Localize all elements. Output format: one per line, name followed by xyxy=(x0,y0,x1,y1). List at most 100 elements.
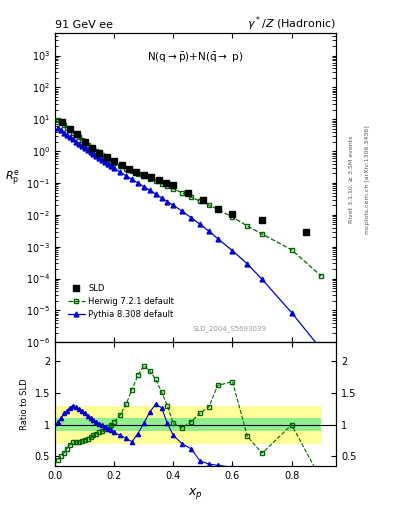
Herwig 7.2.1 default xyxy=(97,151,102,157)
Herwig 7.2.1 default xyxy=(70,130,75,136)
Herwig 7.2.1 default xyxy=(245,223,250,229)
Pythia 8.308 default xyxy=(91,151,96,157)
Herwig 7.2.1 default xyxy=(136,171,140,177)
Herwig 7.2.1 default xyxy=(100,152,105,158)
Pythia 8.308 default xyxy=(100,157,105,163)
Pythia 8.308 default xyxy=(215,236,220,242)
Herwig 7.2.1 default xyxy=(141,174,146,180)
SLD xyxy=(82,138,87,144)
SLD xyxy=(134,169,139,175)
SLD xyxy=(141,172,146,178)
Pythia 8.308 default xyxy=(171,202,176,208)
Herwig 7.2.1 default xyxy=(319,273,323,279)
Pythia 8.308 default xyxy=(136,180,140,186)
Herwig 7.2.1 default xyxy=(56,117,61,123)
Pythia 8.308 default xyxy=(82,145,87,151)
Pythia 8.308 default xyxy=(64,132,69,138)
Pythia 8.308 default xyxy=(147,187,152,194)
Herwig 7.2.1 default xyxy=(189,194,193,200)
Herwig 7.2.1 default xyxy=(109,158,114,164)
Herwig 7.2.1 default xyxy=(82,139,87,145)
Herwig 7.2.1 default xyxy=(153,178,158,184)
Pythia 8.308 default xyxy=(165,199,170,205)
SLD xyxy=(215,206,220,212)
Herwig 7.2.1 default xyxy=(215,206,220,212)
Pythia 8.308 default xyxy=(112,165,117,172)
Y-axis label: $R_{\rm p}^{\rm e}$: $R_{\rm p}^{\rm e}$ xyxy=(5,168,20,188)
Pythia 8.308 default xyxy=(85,147,90,153)
Herwig 7.2.1 default xyxy=(260,231,264,237)
Pythia 8.308 default xyxy=(319,346,323,352)
Pythia 8.308 default xyxy=(62,130,66,136)
Text: SLD_2004_S5693039: SLD_2004_S5693039 xyxy=(192,325,266,332)
Text: $\gamma^*/Z$ (Hadronic): $\gamma^*/Z$ (Hadronic) xyxy=(247,15,336,33)
Pythia 8.308 default xyxy=(76,141,81,147)
Pythia 8.308 default xyxy=(94,153,99,159)
Herwig 7.2.1 default xyxy=(64,124,69,131)
Pythia 8.308 default xyxy=(88,149,93,155)
Herwig 7.2.1 default xyxy=(62,122,66,129)
Pythia 8.308 default xyxy=(124,173,129,179)
SLD xyxy=(171,182,176,188)
SLD xyxy=(200,197,205,203)
Pythia 8.308 default xyxy=(56,124,61,131)
Herwig 7.2.1 default xyxy=(91,146,96,152)
Line: Pythia 8.308 default: Pythia 8.308 default xyxy=(55,125,324,352)
Pythia 8.308 default xyxy=(153,191,158,197)
Pythia 8.308 default xyxy=(206,228,211,234)
Herwig 7.2.1 default xyxy=(106,156,110,162)
Line: Herwig 7.2.1 default: Herwig 7.2.1 default xyxy=(55,118,324,279)
Text: mcplots.cern.ch [arXiv:1306.3436]: mcplots.cern.ch [arXiv:1306.3436] xyxy=(365,125,370,233)
Herwig 7.2.1 default xyxy=(103,154,108,160)
Text: 91 GeV ee: 91 GeV ee xyxy=(55,20,113,30)
Herwig 7.2.1 default xyxy=(198,198,202,204)
Pythia 8.308 default xyxy=(260,276,264,282)
Pythia 8.308 default xyxy=(79,143,84,149)
Herwig 7.2.1 default xyxy=(73,132,78,138)
SLD xyxy=(68,126,72,132)
SLD xyxy=(230,210,235,217)
Herwig 7.2.1 default xyxy=(68,127,72,134)
Line: SLD: SLD xyxy=(60,119,309,234)
Pythia 8.308 default xyxy=(180,208,185,215)
Herwig 7.2.1 default xyxy=(118,163,123,169)
Herwig 7.2.1 default xyxy=(124,166,129,172)
Herwig 7.2.1 default xyxy=(289,247,294,253)
Pythia 8.308 default xyxy=(198,221,202,227)
Pythia 8.308 default xyxy=(289,310,294,316)
Pythia 8.308 default xyxy=(70,136,75,142)
SLD xyxy=(112,158,117,164)
Pythia 8.308 default xyxy=(118,169,123,175)
SLD xyxy=(119,161,124,167)
SLD xyxy=(186,189,191,196)
Herwig 7.2.1 default xyxy=(79,137,84,143)
SLD xyxy=(156,177,161,183)
Pythia 8.308 default xyxy=(130,176,134,182)
SLD xyxy=(97,150,102,156)
SLD xyxy=(75,131,79,137)
Herwig 7.2.1 default xyxy=(165,183,170,189)
SLD xyxy=(127,166,131,172)
Herwig 7.2.1 default xyxy=(112,160,117,166)
Herwig 7.2.1 default xyxy=(130,168,134,175)
SLD xyxy=(105,154,109,160)
Herwig 7.2.1 default xyxy=(171,186,176,192)
Pythia 8.308 default xyxy=(109,163,114,169)
Herwig 7.2.1 default xyxy=(94,148,99,154)
Herwig 7.2.1 default xyxy=(76,134,81,140)
SLD xyxy=(304,228,309,234)
Pythia 8.308 default xyxy=(230,248,235,254)
Text: N(q$\rightarrow\bar{\rm p}$)+N($\bar{\rm q}\rightarrow$ p): N(q$\rightarrow\bar{\rm p}$)+N($\bar{\rm… xyxy=(147,51,244,65)
Herwig 7.2.1 default xyxy=(180,190,185,196)
Y-axis label: Ratio to SLD: Ratio to SLD xyxy=(20,378,29,430)
Pythia 8.308 default xyxy=(59,127,63,134)
SLD xyxy=(90,144,94,151)
Pythia 8.308 default xyxy=(159,195,164,201)
Pythia 8.308 default xyxy=(68,134,72,140)
Pythia 8.308 default xyxy=(245,261,250,267)
Pythia 8.308 default xyxy=(97,155,102,161)
Pythia 8.308 default xyxy=(106,161,110,167)
X-axis label: $x_p$: $x_p$ xyxy=(188,486,203,501)
Herwig 7.2.1 default xyxy=(159,181,164,187)
SLD xyxy=(149,174,154,180)
